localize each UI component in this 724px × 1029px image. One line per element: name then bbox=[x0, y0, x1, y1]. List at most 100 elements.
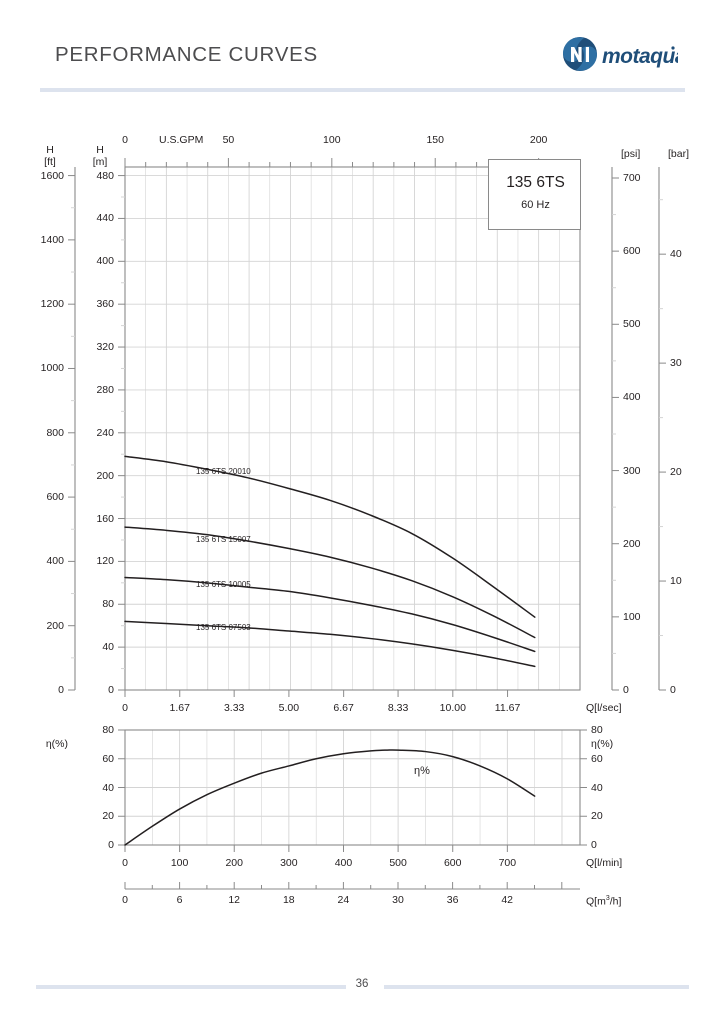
curve-label: 135 6TS 07503 bbox=[196, 623, 251, 632]
gpm-tick-label: 200 bbox=[529, 134, 548, 146]
lsec-tick-label: 11.67 bbox=[494, 702, 521, 714]
h-ft-axis-unit: H [ft] bbox=[44, 144, 56, 168]
m3h-tick-label: 18 bbox=[282, 894, 295, 906]
m3h-tick-label: 6 bbox=[176, 894, 183, 906]
m-tick-label: 120 bbox=[96, 555, 114, 568]
ft-tick-label: 1400 bbox=[40, 233, 64, 246]
eff-right-tick-label: 60 bbox=[591, 752, 603, 765]
bar-tick-label: 10 bbox=[670, 575, 682, 588]
lsec-tick-label: 8.33 bbox=[387, 702, 409, 714]
lsec-tick-label: 3.33 bbox=[223, 702, 245, 714]
m3h-tick-label: 36 bbox=[446, 894, 459, 906]
h-m-axis-unit: H [m] bbox=[92, 144, 108, 168]
head-curve bbox=[124, 455, 536, 618]
model-callout-box: 135 6TS 60 Hz bbox=[488, 159, 581, 230]
eff-right-tick-label: 0 bbox=[591, 839, 597, 851]
m-tick-label: 40 bbox=[102, 641, 114, 654]
curve-label: 135 6TS 20010 bbox=[196, 467, 251, 476]
eff-curve-annotation: η% bbox=[414, 765, 430, 777]
lsec-tick-label: 6.67 bbox=[333, 702, 354, 714]
eff-left-tick-label: 0 bbox=[108, 839, 114, 851]
bar-tick-label: 30 bbox=[670, 357, 682, 370]
model-frequency: 60 Hz bbox=[521, 199, 550, 211]
eff-right-axis-label: η(%) bbox=[591, 738, 614, 750]
ft-tick-label: 800 bbox=[46, 426, 64, 439]
eff-left-tick-label: 60 bbox=[102, 752, 114, 765]
page-title: PERFORMANCE CURVES bbox=[55, 43, 318, 66]
eff-plot-background bbox=[125, 730, 580, 845]
head-curve bbox=[124, 526, 536, 639]
psi-tick-label: 600 bbox=[623, 245, 641, 258]
psi-axis-unit: [psi] bbox=[621, 148, 641, 160]
head-plot-background bbox=[125, 167, 580, 690]
lmin-axis-label: Q[l/min] bbox=[586, 857, 623, 869]
ft-tick-label: 400 bbox=[46, 555, 64, 568]
ft-tick-label: 1000 bbox=[40, 362, 64, 375]
svg-text:motaqua: motaqua bbox=[602, 45, 678, 68]
m-tick-label: 480 bbox=[96, 169, 114, 182]
m-tick-label: 360 bbox=[96, 298, 114, 311]
header-divider bbox=[40, 88, 685, 92]
eff-right-tick-label: 80 bbox=[591, 724, 603, 736]
page-footer: 36 bbox=[0, 978, 724, 998]
eff-left-tick-label: 40 bbox=[102, 781, 114, 794]
motaqua-logo: motaqua bbox=[558, 32, 687, 76]
head-curve bbox=[124, 576, 536, 653]
lsec-tick-label: 5.00 bbox=[278, 702, 300, 714]
psi-tick-label: 400 bbox=[623, 391, 641, 404]
m-tick-label: 0 bbox=[108, 684, 114, 696]
ft-tick-label: 200 bbox=[46, 619, 64, 632]
m-tick-label: 440 bbox=[96, 212, 114, 225]
gpm-tick-label: 150 bbox=[426, 134, 444, 146]
psi-tick-label: 200 bbox=[623, 537, 641, 550]
page-header: PERFORMANCE CURVES motaqua bbox=[0, 0, 724, 92]
lmin-tick-label: 700 bbox=[498, 857, 517, 869]
m-tick-label: 160 bbox=[96, 512, 114, 525]
head-plot-frame bbox=[124, 166, 581, 691]
eff-left-tick-label: 20 bbox=[102, 810, 114, 823]
m-tick-label: 280 bbox=[96, 383, 114, 396]
m3h-tick-label: 0 bbox=[122, 894, 128, 906]
lmin-tick-label: 200 bbox=[225, 857, 243, 869]
bar-axis-unit: [bar] bbox=[668, 148, 690, 160]
psi-tick-label: 0 bbox=[623, 684, 629, 696]
m-tick-label: 200 bbox=[96, 469, 114, 482]
lmin-tick-label: 0 bbox=[122, 857, 128, 869]
psi-tick-label: 300 bbox=[623, 464, 641, 477]
psi-tick-label: 100 bbox=[623, 610, 641, 623]
gpm-tick-label: 0 bbox=[122, 134, 128, 146]
bar-tick-label: 20 bbox=[670, 466, 682, 479]
lmin-tick-label: 100 bbox=[170, 857, 189, 869]
m3h-tick-label: 30 bbox=[392, 894, 404, 906]
lsec-tick-label: 1.67 bbox=[169, 702, 190, 714]
eff-curve bbox=[124, 749, 536, 846]
gpm-tick-label: 50 bbox=[222, 134, 235, 146]
model-name: 135 6TS bbox=[506, 174, 565, 191]
ft-tick-label: 1600 bbox=[40, 169, 64, 182]
eff-right-tick-label: 40 bbox=[591, 781, 603, 794]
lsec-tick-label: 0 bbox=[122, 702, 128, 714]
m-tick-label: 400 bbox=[96, 255, 114, 268]
ft-tick-label: 0 bbox=[58, 684, 64, 696]
curve-label: 135 6TS 15007 bbox=[196, 535, 251, 544]
bar-tick-label: 40 bbox=[670, 248, 682, 261]
bar-tick-label: 0 bbox=[670, 684, 676, 696]
m-tick-label: 80 bbox=[102, 598, 114, 611]
lmin-tick-label: 500 bbox=[389, 857, 407, 869]
m3h-axis-label: Q[m3/h] bbox=[586, 895, 622, 908]
ft-tick-label: 1200 bbox=[40, 298, 64, 311]
m3h-tick-label: 24 bbox=[337, 894, 350, 906]
eff-right-tick-label: 20 bbox=[591, 810, 603, 823]
gpm-axis-label: U.S.GPM bbox=[159, 134, 204, 146]
page-number: 36 bbox=[355, 978, 369, 990]
lmin-tick-label: 600 bbox=[443, 857, 462, 869]
eff-plot-frame bbox=[124, 729, 581, 846]
footer-divider-left bbox=[36, 985, 346, 989]
eff-left-axis-label: η(%) bbox=[45, 738, 68, 750]
lsec-axis-label: Q[l/sec] bbox=[586, 702, 622, 714]
eff-left-tick-label: 80 bbox=[102, 724, 114, 736]
m3h-tick-label: 42 bbox=[501, 894, 514, 906]
m3h-tick-label: 12 bbox=[228, 894, 241, 906]
